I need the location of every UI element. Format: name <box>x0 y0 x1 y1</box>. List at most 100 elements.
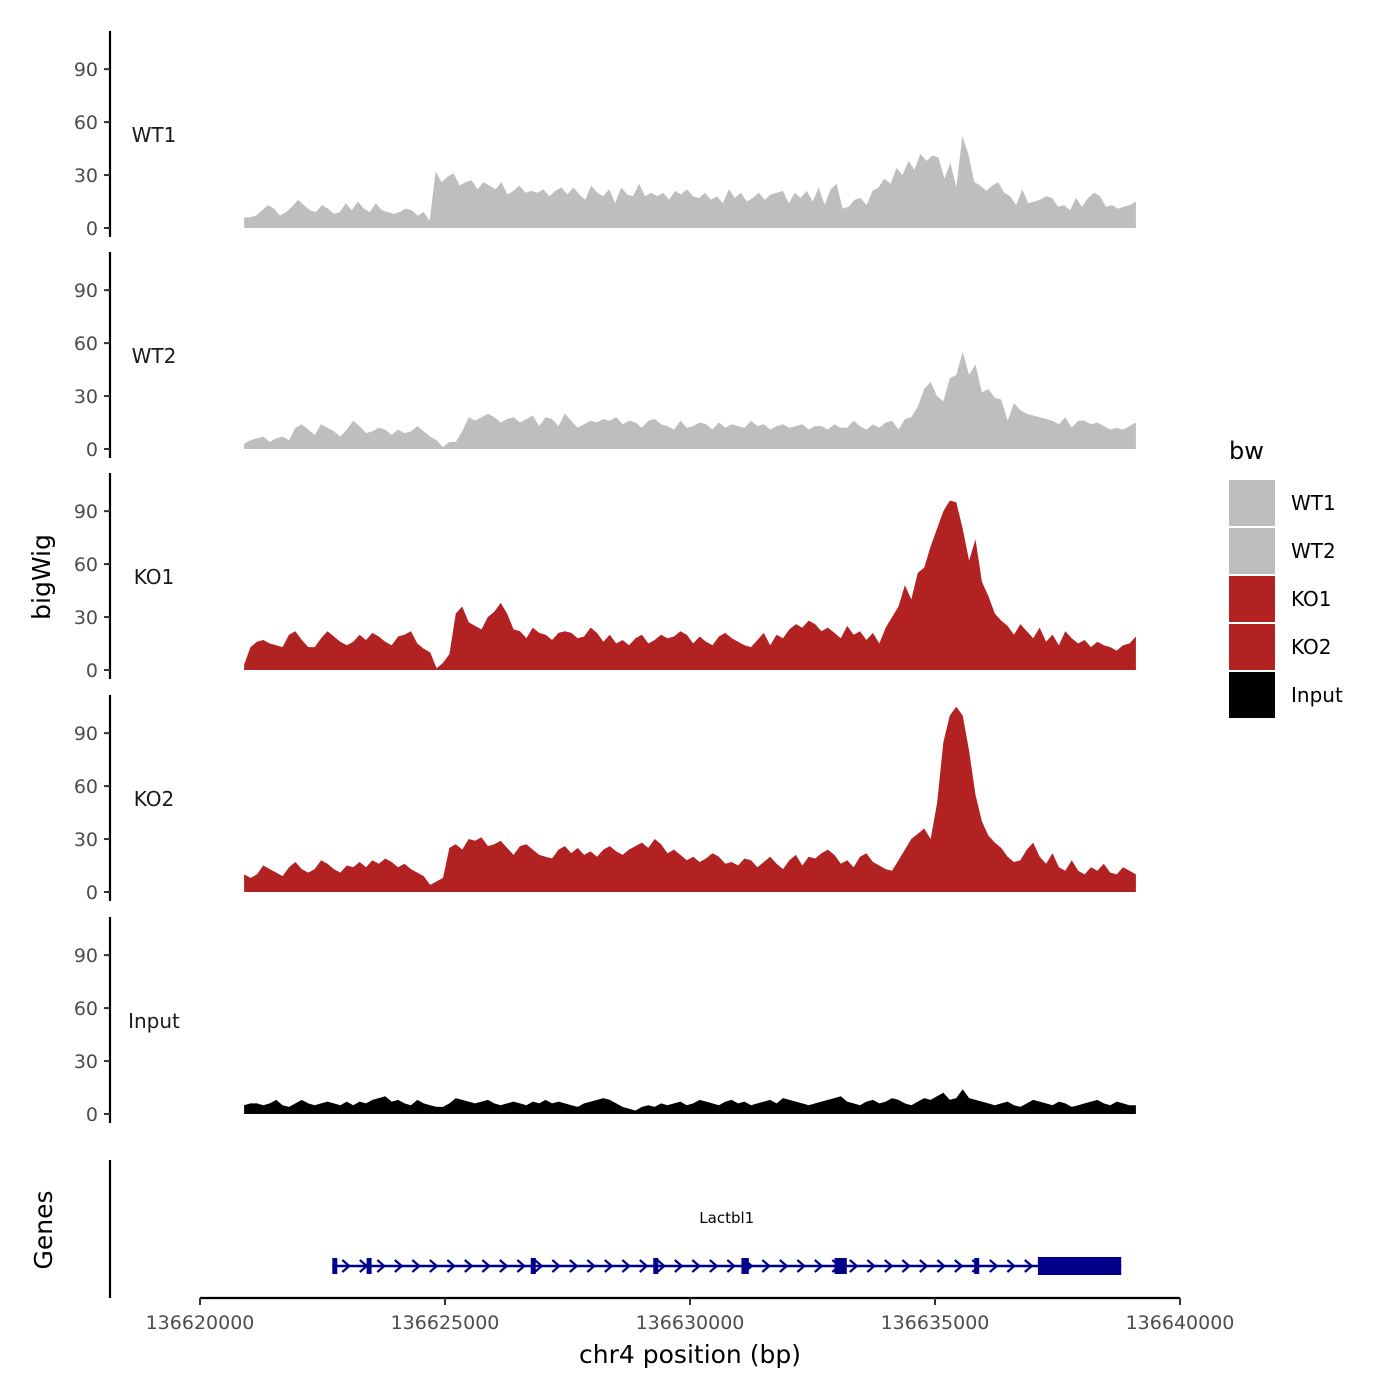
x-axis-title: chr4 position (bp) <box>579 1340 801 1369</box>
legend-item-wt1: WT1 <box>1229 480 1336 526</box>
y-tick-label: 30 <box>74 829 98 851</box>
track-input: 0 30 60 90 Input <box>74 917 1136 1126</box>
strand-arrow <box>1024 1259 1034 1273</box>
legend: bw WT1 WT2 KO1 KO2 Input <box>1229 437 1343 718</box>
y-tick-label: 90 <box>74 723 98 745</box>
area-wt1 <box>244 136 1136 228</box>
strand-arrow <box>394 1259 404 1273</box>
y-tick-label: 0 <box>86 218 98 240</box>
strand-arrow <box>919 1259 929 1273</box>
legend-swatch <box>1229 672 1275 718</box>
gene-exon <box>741 1258 749 1274</box>
strand-arrow <box>376 1259 386 1273</box>
strand-arrow <box>691 1259 701 1273</box>
track-panels: 0 30 60 90 WT1 0 30 60 90 WT2 0 30 60 90 KO1 0 30 60 90 KO2… <box>74 31 1136 1126</box>
area-ko1 <box>244 500 1136 670</box>
y-tick-label: 0 <box>86 660 98 682</box>
y-tick-label: 90 <box>74 280 98 302</box>
y-tick-label: 60 <box>74 112 98 134</box>
strand-arrow <box>989 1259 999 1273</box>
strand-arrow <box>604 1259 614 1273</box>
legend-item-ko1: KO1 <box>1229 576 1332 622</box>
track-ko1: 0 30 60 90 KO1 <box>74 473 1136 682</box>
y-tick-label: 60 <box>74 998 98 1020</box>
x-tick-label: 136630000 <box>636 1312 745 1334</box>
y-tick-label: 90 <box>74 59 98 81</box>
strand-arrow <box>586 1259 596 1273</box>
strand-arrow <box>901 1259 911 1273</box>
y-tick-label: 0 <box>86 439 98 461</box>
legend-item-ko2: KO2 <box>1229 624 1332 670</box>
strand-arrow <box>884 1259 894 1273</box>
legend-title: bw <box>1229 437 1264 465</box>
y-tick-label: 30 <box>74 386 98 408</box>
strand-arrow <box>936 1259 946 1273</box>
legend-swatch <box>1229 624 1275 670</box>
strand-arrow <box>621 1259 631 1273</box>
y-tick-label: 90 <box>74 945 98 967</box>
x-axis: 136620000 136625000 136630000 136635000 1366… <box>146 1296 1234 1334</box>
strand-arrow <box>534 1259 544 1273</box>
strand-arrow <box>464 1259 474 1273</box>
gene-exon <box>1037 1257 1122 1275</box>
x-tick-label: 136635000 <box>881 1312 990 1334</box>
legend-label: WT1 <box>1291 491 1336 515</box>
gene-exon <box>834 1258 847 1274</box>
gene-exon <box>653 1258 659 1274</box>
gene-name-label: Lactbl1 <box>699 1209 754 1227</box>
track-wt2: 0 30 60 90 WT2 <box>74 252 1136 461</box>
strand-arrow <box>866 1259 876 1273</box>
legend-swatch <box>1229 576 1275 622</box>
strand-arrow <box>674 1259 684 1273</box>
legend-label: WT2 <box>1291 539 1336 563</box>
strand-arrow <box>429 1259 439 1273</box>
strand-arrow <box>639 1259 649 1273</box>
legend-item-wt2: WT2 <box>1229 528 1336 574</box>
x-tick-label: 136620000 <box>146 1312 255 1334</box>
strand-arrow <box>726 1259 736 1273</box>
area-ko2 <box>244 706 1136 892</box>
y-tick-label: 60 <box>74 333 98 355</box>
track-wt1: 0 30 60 90 WT1 <box>74 31 1136 240</box>
y-tick-label: 30 <box>74 165 98 187</box>
gene-exon <box>974 1258 980 1274</box>
track-label: KO1 <box>134 565 175 589</box>
strand-arrow <box>499 1259 509 1273</box>
strand-arrow <box>551 1259 561 1273</box>
y-tick-label: 60 <box>74 776 98 798</box>
legend-item-input: Input <box>1229 672 1343 718</box>
strand-arrow <box>411 1259 421 1273</box>
strand-arrow <box>709 1259 719 1273</box>
y-axis-title: bigWig <box>27 534 56 620</box>
strand-arrow <box>954 1259 964 1273</box>
strand-arrow <box>446 1259 456 1273</box>
strand-arrow <box>761 1259 771 1273</box>
x-tick-label: 136625000 <box>391 1312 500 1334</box>
gene-exon <box>366 1258 372 1274</box>
legend-swatch <box>1229 480 1275 526</box>
gene-exon <box>332 1258 338 1274</box>
strand-arrow <box>779 1259 789 1273</box>
strand-arrow <box>569 1259 579 1273</box>
y-tick-label: 0 <box>86 1104 98 1126</box>
y-tick-label: 30 <box>74 1051 98 1073</box>
track-label: Input <box>128 1009 180 1033</box>
legend-label: KO2 <box>1291 635 1332 659</box>
area-input <box>244 1089 1136 1114</box>
strand-arrow <box>341 1259 351 1273</box>
strand-arrow <box>796 1259 806 1273</box>
legend-swatch <box>1229 528 1275 574</box>
area-wt2 <box>244 351 1136 449</box>
strand-arrow <box>656 1259 666 1273</box>
track-label: WT1 <box>132 123 177 147</box>
strand-arrow <box>1006 1259 1016 1273</box>
y-tick-label: 30 <box>74 607 98 629</box>
legend-label: KO1 <box>1291 587 1332 611</box>
y-tick-label: 60 <box>74 554 98 576</box>
legend-label: Input <box>1291 683 1343 707</box>
track-label: KO2 <box>134 787 175 811</box>
gene-track-panel: Lactbl1 <box>108 1160 1122 1298</box>
y-tick-label: 0 <box>86 882 98 904</box>
strand-arrow <box>516 1259 526 1273</box>
